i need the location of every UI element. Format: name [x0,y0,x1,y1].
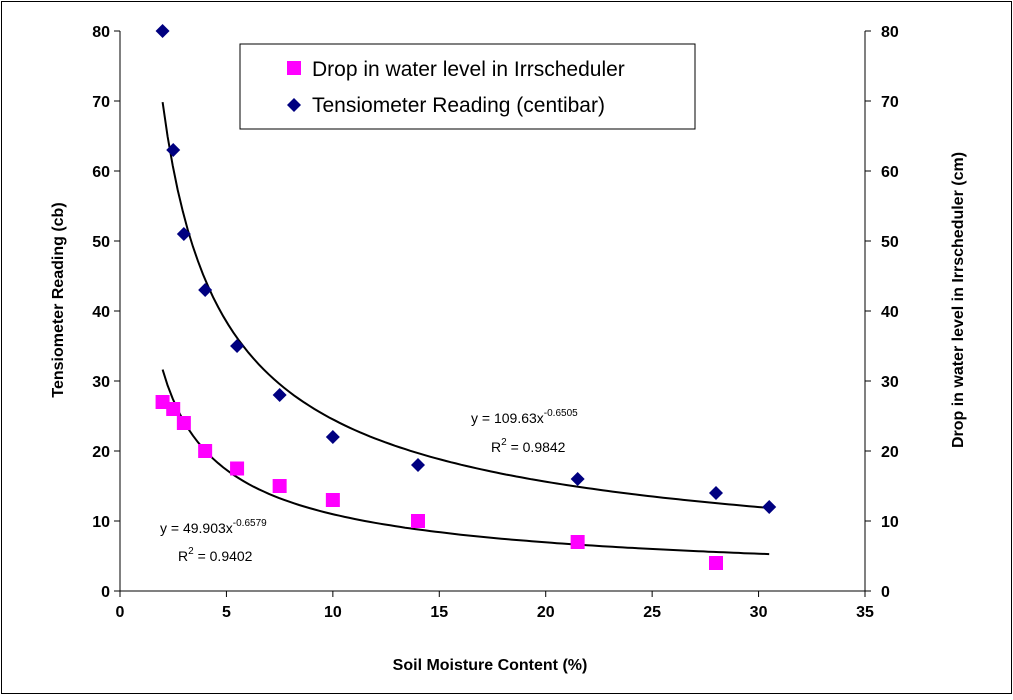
r2-drop: R2 = 0.9402 [178,546,253,564]
drop-point [411,514,425,528]
equation-drop: y = 49.903x-0.6579 [160,518,267,536]
drop-point [272,479,287,493]
tensiometer-point [176,227,191,241]
y-tick-label-left: 0 [101,584,110,601]
trendline-equation-drop: y = 49.903x-0.6579 R2 = 0.9402 [160,518,267,564]
y-tick-label-left: 30 [92,374,110,391]
legend-box [239,43,696,130]
drop-point [176,416,191,430]
legend-label-drop: Drop in water level in Irrscheduler [312,58,625,81]
x-tick-label: 0 [116,604,125,621]
y-tick-label-right: 20 [881,444,899,461]
tensiometer-point [709,486,723,500]
tensiometer-point [411,458,425,472]
tensiometer-point [166,143,181,157]
drop-point [325,493,340,507]
y-tick-label-left: 10 [92,514,110,531]
y-tick-label-right: 60 [881,164,899,181]
y-tick-label-left: 80 [92,24,110,41]
y-axis-title-right: Drop in water level in Irrscheduler (cm) [950,152,967,448]
trendlines-layer [161,101,770,556]
y-axis-title-left: Tensiometer Reading (cb) [50,202,67,397]
x-tick-label: 25 [643,604,661,621]
drop-point [198,444,213,458]
trendline-tensiometer [161,101,770,509]
legend-marker-diamond [287,98,301,112]
tensiometer-point [272,388,287,402]
equation-tensiometer: y = 109.63x-0.6505 [471,408,578,426]
legend-marker-square [287,61,301,75]
tensiometer-point [570,472,585,486]
y-tick-label-left: 70 [92,94,110,111]
x-tick-label: 10 [324,604,342,621]
y-tick-label-right: 10 [881,514,899,531]
y-tick-label-right: 0 [881,584,890,601]
x-tick-label: 35 [856,604,874,621]
x-tick-label: 20 [537,604,555,621]
y-tick-label-left: 60 [92,164,110,181]
r2-tensiometer: R2 = 0.9842 [491,437,566,455]
y-tick-label-right: 50 [881,234,899,251]
legend: Drop in water level in Irrscheduler Tens… [239,43,696,130]
trendline-drop [161,369,770,556]
x-tick-label: 5 [222,604,231,621]
drop-point [230,461,245,476]
tensiometer-point [230,339,245,353]
trendline-equation-tensiometer: y = 109.63x-0.6505 R2 = 0.9842 [471,408,578,455]
x-tick-label: 15 [430,604,448,621]
tensiometer-point [762,500,777,514]
y-tick-label-left: 40 [92,304,110,321]
y-tick-label-right: 30 [881,374,899,391]
y-tick-label-right: 70 [881,94,899,111]
drop-point [166,402,181,416]
y-tick-label-left: 20 [92,444,110,461]
y-tick-label-right: 80 [881,24,899,41]
drop-point [155,395,170,409]
drop-point [570,535,585,549]
marks-layer [155,24,777,570]
drop-point [709,556,723,570]
x-axis-title: Soil Moisture Content (%) [393,657,588,674]
legend-label-tensiometer: Tensiometer Reading (centibar) [312,94,605,117]
y-tick-label-left: 50 [92,234,110,251]
y-tick-label-right: 40 [881,304,899,321]
tensiometer-point [198,283,213,297]
tensiometer-point [325,430,340,444]
x-tick-label: 30 [750,604,768,621]
tensiometer-point [155,24,170,38]
